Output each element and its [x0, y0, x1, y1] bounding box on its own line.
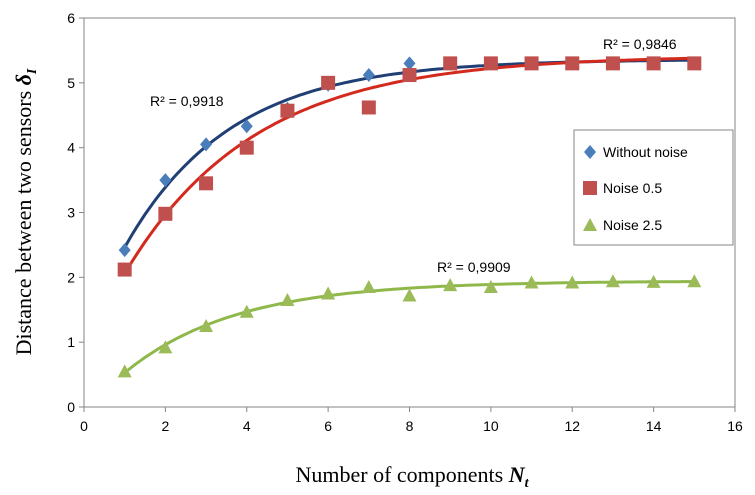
data-point-series-3 [524, 275, 539, 289]
y-tick-label: 2 [67, 269, 75, 285]
r-squared-label-series-3: R² = 0,9909 [437, 259, 511, 275]
x-tick-label: 12 [564, 418, 580, 434]
data-point-series-2 [321, 75, 336, 90]
data-point-series-3 [443, 278, 458, 292]
data-point-series-3 [158, 340, 173, 354]
legend-marker-series-1 [584, 145, 596, 159]
data-point-series-3 [646, 274, 661, 288]
y-tick-label: 4 [67, 140, 75, 156]
x-tick-label: 0 [80, 418, 88, 434]
data-point-series-2 [117, 262, 132, 277]
data-point-series-2 [605, 56, 620, 71]
data-point-series-1 [200, 137, 213, 152]
data-point-series-2 [199, 176, 214, 191]
legend-marker-series-2 [583, 181, 597, 195]
data-point-series-1 [118, 243, 131, 258]
data-point-series-2 [646, 56, 661, 71]
legend-label-series-3: Noise 2.5 [603, 217, 662, 233]
data-point-series-3 [239, 304, 254, 318]
data-point-series-2 [443, 56, 458, 71]
data-point-series-3 [402, 288, 417, 302]
data-point-series-1 [240, 119, 253, 134]
x-tick-label: 16 [727, 418, 743, 434]
y-tick-label: 5 [67, 75, 75, 91]
data-point-series-3 [565, 275, 580, 289]
data-point-series-3 [483, 280, 498, 294]
legend-box [573, 129, 734, 246]
x-tick-label: 6 [324, 418, 332, 434]
y-tick-label: 3 [67, 205, 75, 221]
data-point-series-2 [402, 68, 417, 83]
data-point-series-2 [361, 100, 376, 115]
x-tick-label: 4 [243, 418, 251, 434]
data-point-series-2 [483, 56, 498, 71]
data-point-series-1 [159, 173, 172, 188]
data-point-series-3 [117, 364, 132, 378]
data-point-series-2 [280, 103, 295, 118]
x-tick-label: 10 [483, 418, 499, 434]
data-point-series-1 [403, 56, 416, 71]
r-squared-label-series-1: R² = 0,9918 [150, 93, 224, 109]
data-point-series-2 [239, 140, 254, 155]
legend-label-series-1: Without noise [603, 144, 688, 160]
y-tick-label: 0 [67, 399, 75, 415]
x-tick-label: 14 [646, 418, 662, 434]
data-point-series-2 [524, 56, 539, 71]
data-point-series-1 [362, 68, 375, 83]
data-point-series-3 [361, 280, 376, 294]
x-axis-title: Number of components Nt [295, 462, 529, 491]
y-tick-label: 6 [67, 10, 75, 26]
x-tick-label: 8 [406, 418, 414, 434]
data-point-series-3 [687, 274, 702, 288]
trendline-series-3 [123, 280, 695, 374]
data-point-series-2 [687, 56, 702, 71]
y-tick-label: 1 [67, 334, 75, 350]
data-point-series-2 [158, 206, 173, 221]
legend-marker-series-3 [583, 218, 597, 231]
data-point-series-2 [565, 56, 580, 71]
legend-label-series-2: Noise 0.5 [603, 180, 662, 196]
data-point-series-3 [280, 293, 295, 307]
x-tick-label: 2 [161, 418, 169, 434]
r-squared-label-series-2: R² = 0,9846 [603, 36, 677, 52]
data-point-series-3 [605, 274, 620, 288]
data-point-series-3 [199, 318, 214, 332]
y-axis-title: Distance between two sensors δI [11, 68, 40, 355]
data-point-series-3 [321, 286, 336, 300]
